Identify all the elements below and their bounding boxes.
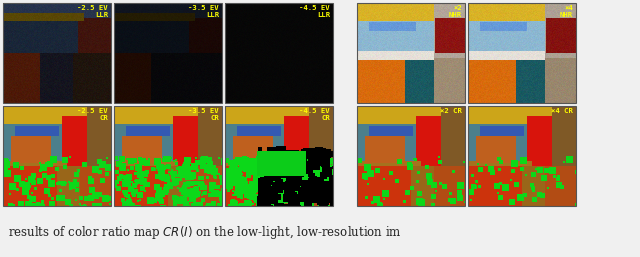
Text: ×2 CR: ×2 CR [440, 108, 462, 114]
Bar [225, 3, 333, 103]
Bar [114, 106, 222, 206]
Bar [3, 3, 111, 103]
Bar [468, 106, 576, 206]
Bar [357, 106, 465, 206]
Bar [3, 106, 111, 206]
Text: -3.5 EV
LLR: -3.5 EV LLR [188, 5, 219, 18]
Text: -3.5 EV
CR: -3.5 EV CR [188, 108, 219, 121]
Text: ×4 CR: ×4 CR [551, 108, 573, 114]
Bar [114, 3, 222, 103]
Text: ×4
NHR: ×4 NHR [560, 5, 573, 18]
Bar [468, 3, 576, 103]
Text: -4.5 EV
CR: -4.5 EV CR [300, 108, 330, 121]
Bar [225, 106, 333, 206]
Text: -2.5 EV
LLR: -2.5 EV LLR [77, 5, 108, 18]
Text: results of color ratio map $CR(I)$ on the low-light, low-resolution im: results of color ratio map $CR(I)$ on th… [8, 224, 402, 241]
Text: ×2
NHR: ×2 NHR [449, 5, 462, 18]
Text: -4.5 EV
LLR: -4.5 EV LLR [300, 5, 330, 18]
Text: -2.5 EV
CR: -2.5 EV CR [77, 108, 108, 121]
Bar [357, 3, 465, 103]
